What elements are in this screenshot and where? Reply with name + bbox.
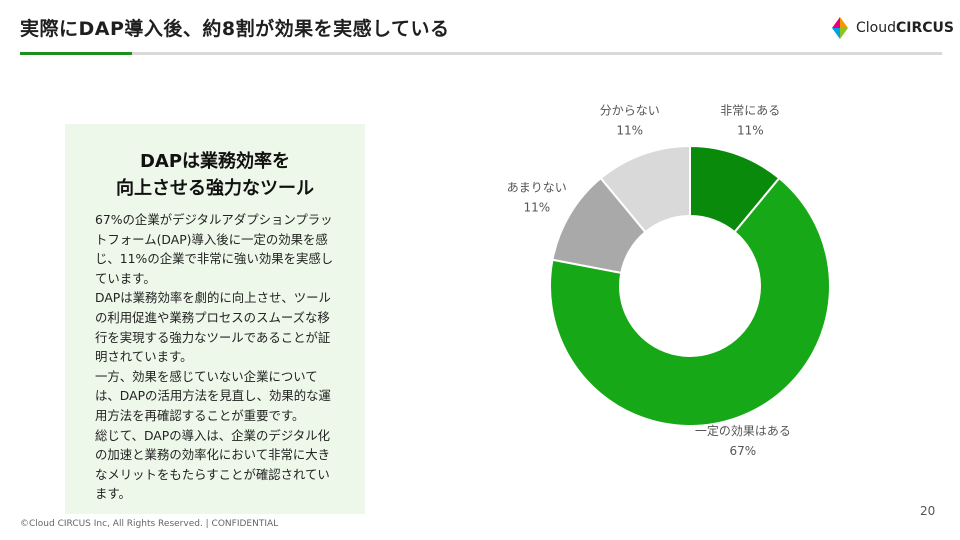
- panel-body: 67%の企業がデジタルアダプションプラットフォーム(DAP)導入後に一定の効果を…: [95, 210, 341, 504]
- donut-label-2: あまりない: [507, 180, 567, 194]
- logo-wordmark: CloudCIRCUS: [856, 20, 954, 36]
- panel-heading-line1: DAPは業務効率を: [139, 151, 291, 172]
- panel-paragraph: DAPは業務効率を劇的に向上させ、ツールの利用促進や業務プロセスのスムーズな移行…: [95, 290, 331, 365]
- panel-paragraph: 一方、効果を感じていない企業については、DAPの活用方法を見直し、効果的な運用方…: [95, 368, 331, 423]
- summary-panel: DAPは業務効率を 向上させる強力なツール 67%の企業がデジタルアダプションプ…: [65, 124, 365, 514]
- logo-text-cloud: Cloud: [856, 20, 896, 36]
- donut-slice-1: [549, 176, 831, 427]
- panel-heading-line2: 向上させる強力なツール: [116, 178, 314, 199]
- footer-copyright: ©Cloud CIRCUS Inc, All Rights Reserved. …: [20, 519, 279, 529]
- panel-paragraph: 総じて、DAPの導入は、企業のデジタル化の加速と業務の効率化において非常に大きな…: [95, 427, 331, 502]
- donut-slice-3: [599, 144, 691, 234]
- title-divider: [20, 52, 942, 55]
- donut-value-label-2: 11%: [523, 200, 550, 214]
- donut-label-1: 一定の効果はある: [695, 423, 791, 438]
- donut-label-0: 非常にある: [720, 104, 780, 118]
- title-divider-accent: [20, 52, 132, 55]
- panel-heading: DAPは業務効率を 向上させる強力なツール: [65, 148, 365, 202]
- donut-chart-svg: 非常にある 11% 一定の効果はある 67% あまりない 11% 分からない 11%: [507, 104, 831, 458]
- panel-paragraph: 67%の企業がデジタルアダプションプラットフォーム(DAP)導入後に一定の効果を…: [95, 212, 334, 286]
- donut-label-3: 分からない: [600, 104, 660, 118]
- logo-mark-icon: [832, 17, 848, 39]
- donut-chart: 非常にある 11% 一定の効果はある 67% あまりない 11% 分からない 11%: [470, 100, 910, 500]
- donut-value-label-1: 67%: [730, 444, 757, 458]
- company-logo: CloudCIRCUS: [828, 14, 954, 42]
- donut-value-label-0: 11%: [737, 124, 764, 138]
- slide-title: 実際にDAP導入後、約8割が効果を実感している: [20, 18, 450, 40]
- logo-text-circus: CIRCUS: [896, 20, 954, 36]
- page-number: 20: [920, 504, 936, 518]
- donut-value-label-3: 11%: [616, 124, 643, 138]
